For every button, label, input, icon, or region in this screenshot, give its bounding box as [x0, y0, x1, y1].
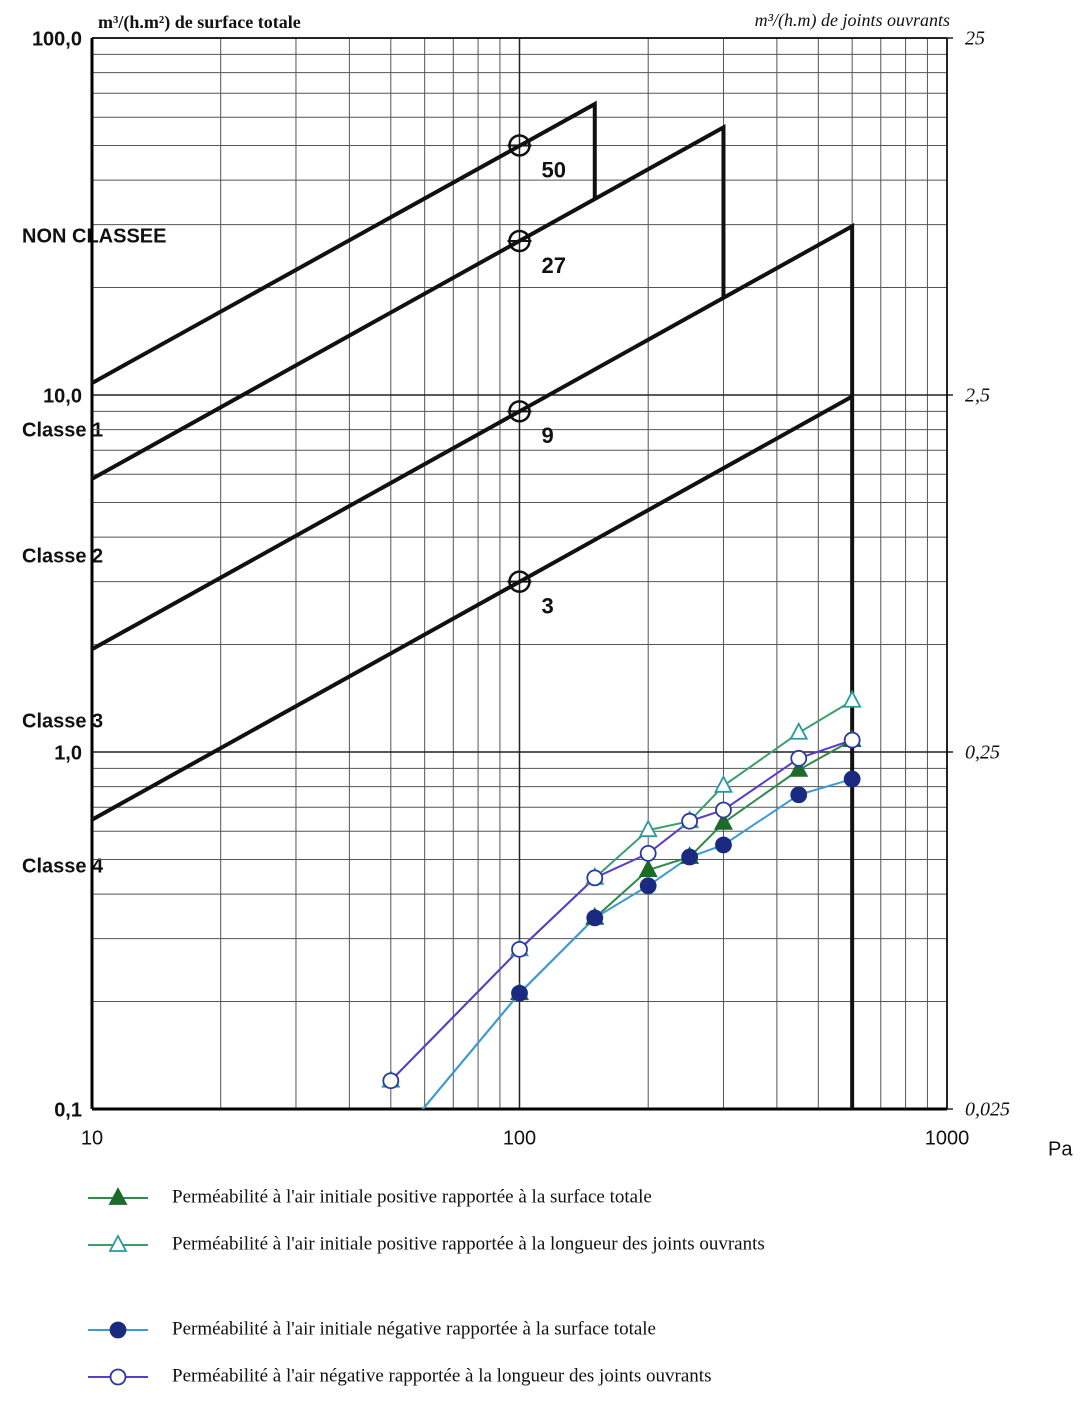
- y2-tick-label: 0,25: [965, 742, 1000, 764]
- zone-label: Classe 2: [22, 545, 103, 567]
- data-point: [715, 801, 732, 819]
- class-limit-line: [91, 222, 855, 1109]
- y-tick-label: 10,0: [43, 385, 82, 407]
- data-point: [109, 1321, 127, 1339]
- data-point: [681, 848, 699, 866]
- zone-label: Classe 1: [22, 419, 103, 441]
- y-tick-label: 1,0: [54, 742, 82, 764]
- zone-label: Classe 3: [22, 710, 103, 732]
- x-tick-label: 1000: [925, 1127, 970, 1149]
- legend-label: Perméabilité à l'air initiale positive r…: [172, 1233, 765, 1254]
- class-limit-line: [91, 100, 597, 385]
- class-label: 3: [542, 593, 554, 618]
- data-point: [842, 689, 862, 708]
- y2-tick-label: 2,5: [965, 385, 990, 407]
- class-limit-line: [91, 394, 854, 822]
- data-point: [790, 786, 808, 804]
- data-point: [511, 940, 528, 958]
- legend-label: Perméabilité à l'air initiale positive r…: [172, 1186, 652, 1207]
- x-tick-label: 10: [81, 1127, 103, 1149]
- data-point: [639, 877, 657, 895]
- class-label: 27: [542, 253, 566, 278]
- data-point: [109, 1368, 127, 1386]
- series-line: [421, 778, 853, 1109]
- data-point: [108, 1234, 128, 1252]
- data-point: [713, 811, 733, 830]
- data-point: [638, 859, 658, 877]
- class-limit-line: [91, 123, 726, 481]
- zone-label: Classe 4: [22, 855, 104, 877]
- data-point: [715, 836, 732, 854]
- legend-label: Perméabilité à l'air initiale négative r…: [172, 1318, 656, 1339]
- data-point: [586, 869, 604, 887]
- class-label: 9: [542, 423, 554, 448]
- y-tick-label: 100,0: [32, 28, 82, 50]
- zone-label: NON CLASSEE: [22, 225, 166, 247]
- data-point: [789, 758, 809, 777]
- data-point: [789, 721, 809, 740]
- x-tick-label: 100: [503, 1127, 536, 1149]
- data-point: [713, 774, 733, 793]
- y-axis-title: m³/(h.m²) de surface totale: [98, 12, 301, 33]
- data-point: [382, 1072, 400, 1090]
- data-point: [638, 819, 658, 838]
- data-point: [681, 812, 699, 830]
- data-point: [108, 1187, 128, 1205]
- class-label: 50: [542, 157, 566, 182]
- data-point: [511, 984, 528, 1002]
- data-point: [790, 749, 808, 767]
- y-tick-label: 0,1: [54, 1099, 82, 1121]
- data-point: [843, 731, 861, 749]
- y2-axis-title: m³/(h.m) de joints ouvrants: [755, 10, 950, 31]
- plot-area: [381, 689, 862, 1109]
- data-point: [639, 844, 657, 862]
- data-point: [843, 770, 861, 788]
- series-line: [390, 739, 853, 1082]
- x-axis-title: Pa: [1048, 1138, 1073, 1160]
- data-point: [586, 909, 604, 927]
- y2-tick-label: 25: [965, 28, 985, 50]
- legend-label: Perméabilité à l'air négative rapportée …: [172, 1365, 711, 1386]
- y2-tick-label: 0,025: [965, 1099, 1010, 1121]
